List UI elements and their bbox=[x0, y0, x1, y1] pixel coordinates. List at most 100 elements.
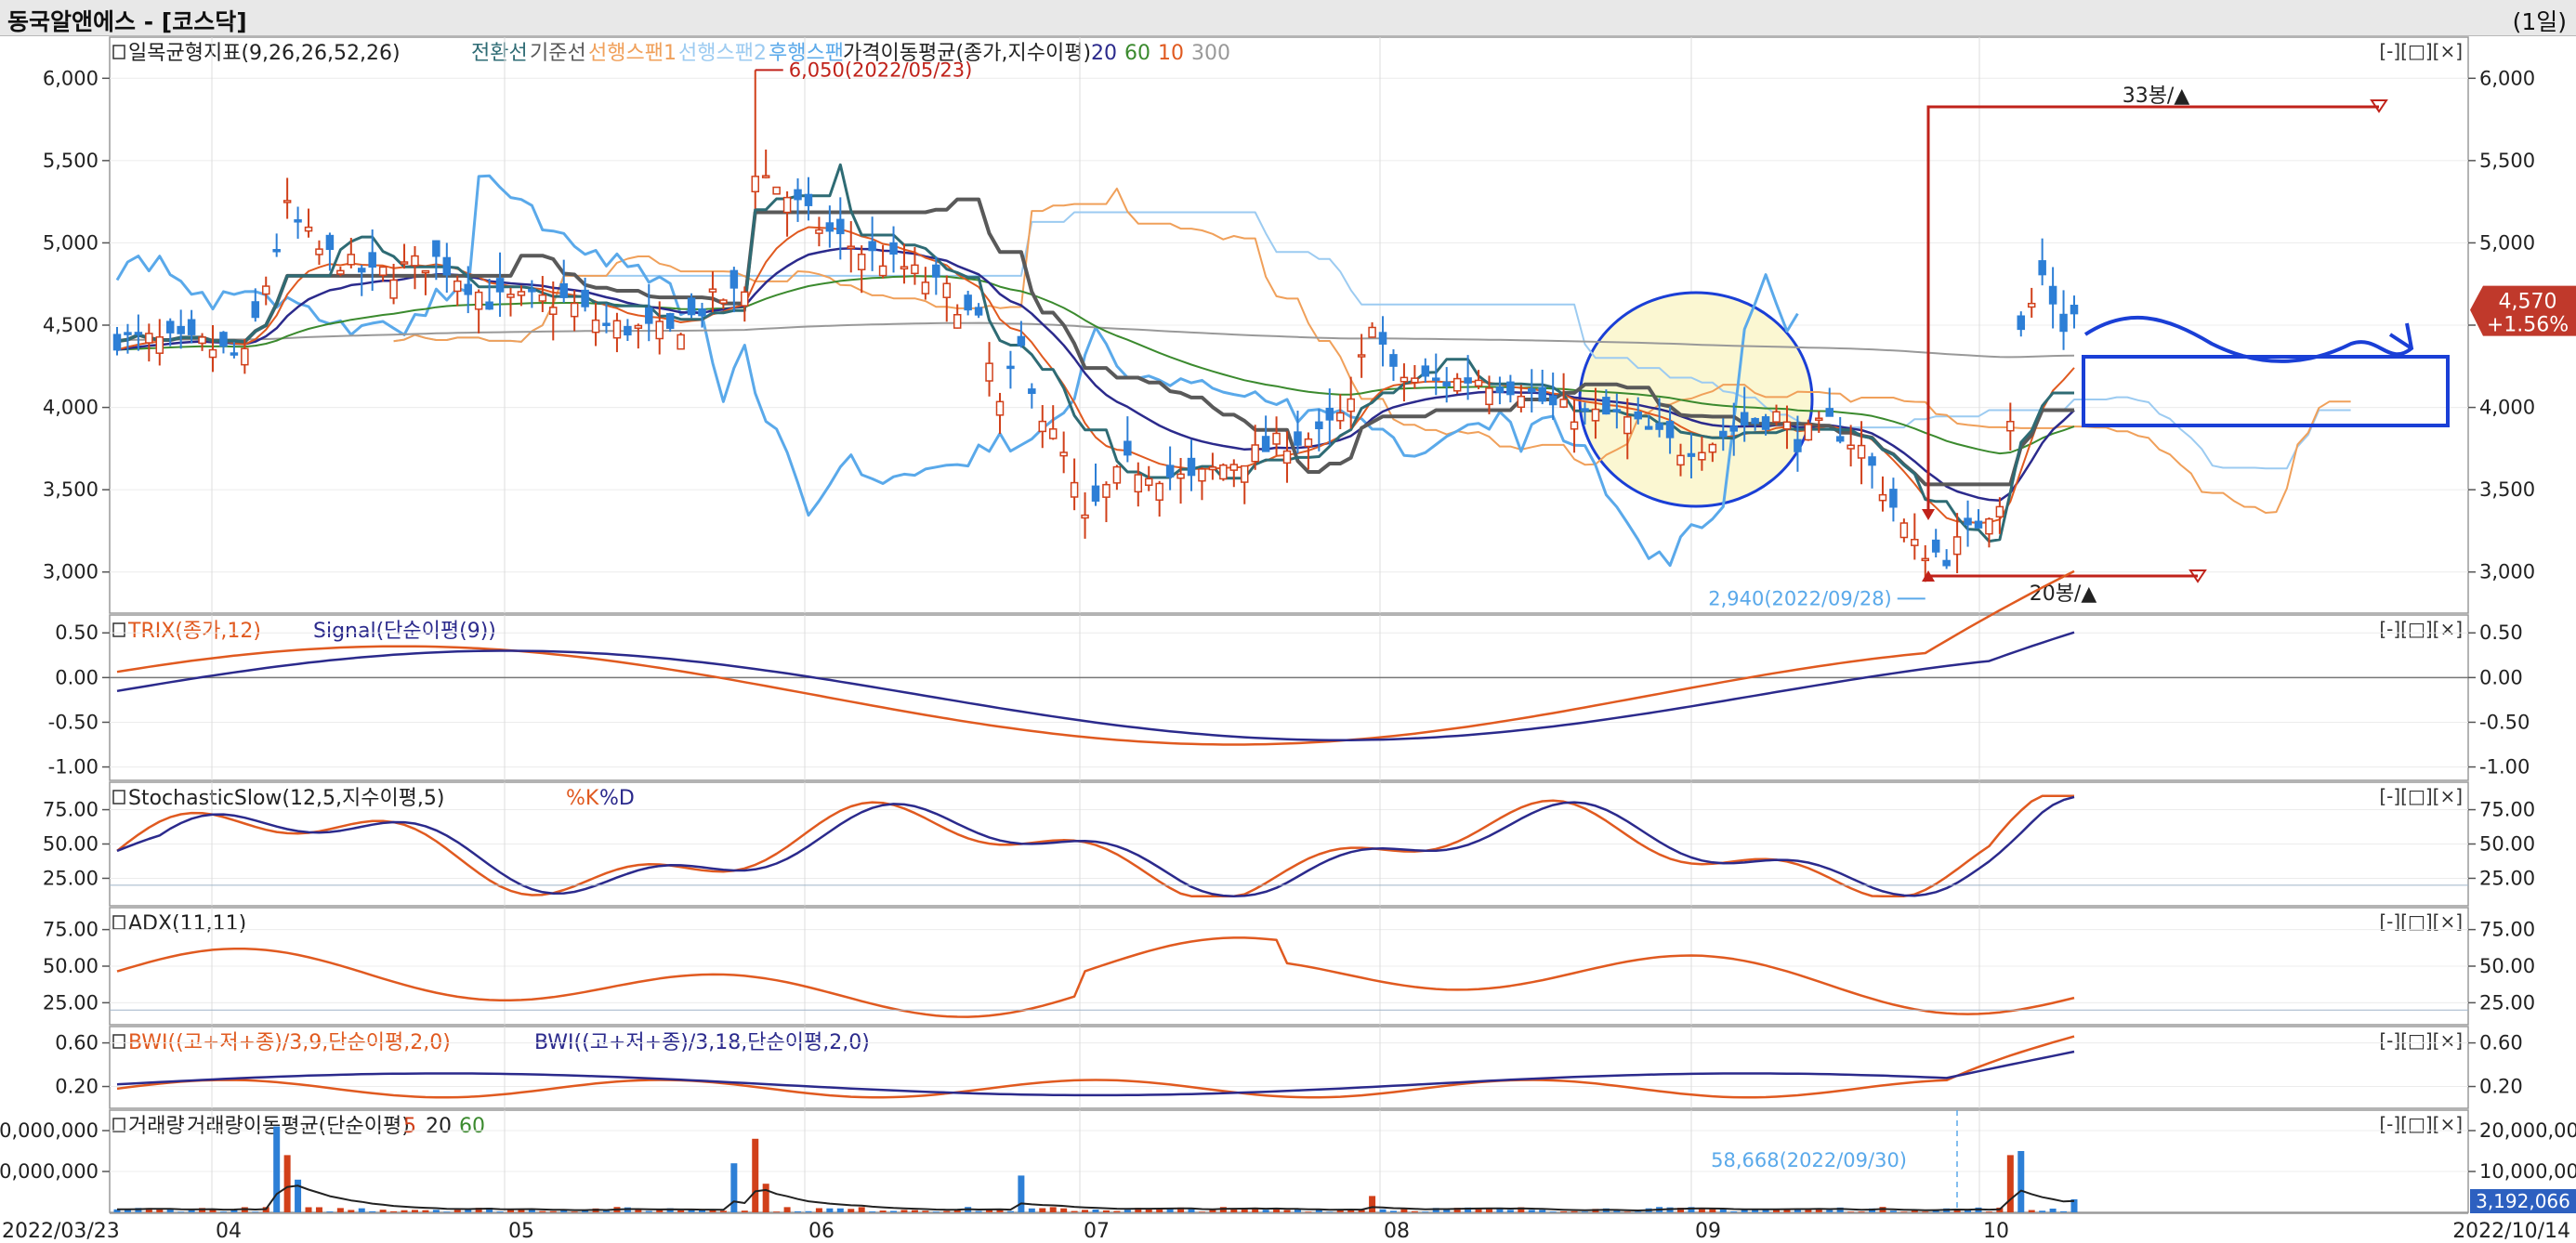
volume-bar bbox=[1635, 1211, 1642, 1212]
legend-checkbox[interactable] bbox=[112, 622, 125, 637]
candle-body bbox=[1931, 539, 1940, 553]
y-tick-label-left: 50.00 bbox=[43, 833, 99, 856]
volume-bar bbox=[1475, 1208, 1482, 1212]
candle-body bbox=[1921, 557, 1930, 562]
volume-bar bbox=[911, 1210, 918, 1212]
candle-body bbox=[1432, 377, 1440, 381]
price-series: 6,050(2022/05/23) 2,940(2022/09/28) 33봉/▲ 2… bbox=[112, 59, 2576, 609]
volume-bar bbox=[986, 1209, 993, 1212]
candle-body bbox=[964, 294, 972, 311]
candle-body bbox=[836, 218, 845, 235]
panel-window-buttons[interactable]: [-][□][×] bbox=[2379, 1113, 2463, 1135]
volume-bar bbox=[1847, 1211, 1855, 1212]
volume-bar bbox=[1953, 1209, 1961, 1212]
volume-bar bbox=[422, 1210, 429, 1212]
volume-bar bbox=[1858, 1211, 1865, 1212]
high-annotation: 6,050(2022/05/23) bbox=[789, 59, 973, 81]
candle-body bbox=[1911, 539, 1919, 546]
candle-body bbox=[453, 280, 462, 293]
legend-item: 10 bbox=[1158, 42, 1184, 65]
panel-window-buttons[interactable]: [-][□][×] bbox=[2379, 618, 2463, 640]
volume-bar bbox=[432, 1210, 440, 1212]
volume-bar bbox=[305, 1207, 312, 1212]
candle-body bbox=[1528, 387, 1536, 393]
candle-body bbox=[1847, 444, 1855, 450]
legend-item: 기준선 bbox=[530, 42, 586, 65]
candle-body bbox=[719, 299, 728, 305]
volume-bar bbox=[719, 1210, 727, 1212]
legend-item: ADX(11,11) bbox=[128, 912, 246, 936]
bars-up-arrowhead bbox=[2370, 99, 2388, 113]
volume-bar bbox=[1560, 1210, 1568, 1212]
bars-up-arrow bbox=[1926, 105, 2379, 517]
volume-bar bbox=[1709, 1209, 1716, 1212]
volume-bar bbox=[1166, 1208, 1174, 1212]
candle-body bbox=[1464, 377, 1472, 384]
price-panel: 일목균형지표(9,26,26,52,26) 전환선 기준선 선행스팬1 선행스팬2 후행스… bbox=[43, 36, 2535, 614]
candle-body bbox=[1517, 395, 1526, 409]
legend-checkbox[interactable] bbox=[112, 1034, 125, 1049]
y-tick-label-right: 25.00 bbox=[2479, 991, 2535, 1014]
candle-body bbox=[1974, 520, 1983, 529]
candle-body bbox=[2017, 315, 2026, 331]
candle-body bbox=[655, 321, 664, 340]
stoch-series bbox=[110, 794, 2468, 897]
candle-body bbox=[741, 291, 749, 307]
volume-bar bbox=[1794, 1208, 1801, 1212]
volume-bar bbox=[953, 1209, 961, 1212]
candle-body bbox=[241, 347, 249, 366]
volume-bar bbox=[783, 1207, 791, 1212]
legend-checkbox[interactable] bbox=[112, 45, 125, 59]
period-label[interactable]: (1일) bbox=[2512, 8, 2567, 35]
signal-line bbox=[116, 631, 2075, 741]
legend-item: 후행스팬 bbox=[769, 42, 844, 65]
last-price-label: 4,570 bbox=[2499, 291, 2557, 314]
volume-bar bbox=[1698, 1208, 1705, 1212]
volume-bar bbox=[815, 1208, 822, 1212]
panel-window-buttons[interactable]: [-][□][×] bbox=[2379, 910, 2463, 933]
x-tick-label: 06 bbox=[808, 1220, 835, 1243]
volume-bar bbox=[666, 1208, 674, 1212]
volume-bar bbox=[336, 1208, 344, 1212]
y-tick-label-left: 75.00 bbox=[43, 919, 99, 941]
candle-body bbox=[1985, 517, 1993, 535]
volume-bar bbox=[1730, 1210, 1738, 1212]
volume-bar bbox=[1805, 1209, 1812, 1212]
y-tick-label-left: 0.20 bbox=[55, 1076, 99, 1098]
legend-checkbox[interactable] bbox=[112, 790, 125, 805]
candle-body bbox=[1964, 517, 1972, 526]
volume-bar bbox=[2006, 1155, 2014, 1212]
candle-body bbox=[794, 189, 802, 201]
legend-item: StochasticSlow(12,5,지수이평,5) bbox=[128, 787, 445, 810]
candle-body bbox=[698, 308, 706, 317]
panel-window-buttons[interactable]: [-][□][×] bbox=[2379, 1029, 2463, 1052]
legend-item: 거래량이동평균(단순이평) bbox=[187, 1115, 410, 1138]
volume-bar bbox=[922, 1210, 929, 1212]
legend-item: 60 bbox=[459, 1115, 485, 1138]
volume-bar bbox=[2039, 1210, 2046, 1212]
legend-checkbox[interactable] bbox=[112, 915, 125, 930]
candle-body bbox=[1485, 387, 1493, 406]
legend-item: TRIX(종가,12) bbox=[127, 620, 261, 643]
y-tick-label-right: 50.00 bbox=[2479, 833, 2535, 856]
forecast-curve bbox=[2083, 315, 2414, 363]
volume-bar bbox=[836, 1208, 844, 1212]
x-tick-label: 05 bbox=[508, 1220, 534, 1243]
candle-body bbox=[1261, 436, 1270, 452]
volume-bar bbox=[539, 1210, 546, 1212]
panel-window-buttons[interactable]: [-][□][×] bbox=[2379, 40, 2463, 62]
panel-window-buttons[interactable]: [-][□][×] bbox=[2379, 785, 2463, 807]
legend-checkbox[interactable] bbox=[112, 1118, 125, 1132]
volume-bar bbox=[1965, 1210, 1972, 1212]
candle-body bbox=[315, 248, 323, 255]
candle-body bbox=[687, 297, 696, 316]
candle-body bbox=[815, 229, 823, 234]
volume-bar bbox=[2049, 1208, 2057, 1212]
trix-panel: TRIX(종가,12) Signal(단순이평(9)) [-][□][×] 0.50 0… bbox=[48, 614, 2530, 781]
volume-bar bbox=[1741, 1210, 1748, 1212]
candle-body bbox=[985, 362, 993, 382]
candle-body bbox=[442, 256, 452, 276]
y-tick-label-left: 25.00 bbox=[43, 991, 99, 1014]
